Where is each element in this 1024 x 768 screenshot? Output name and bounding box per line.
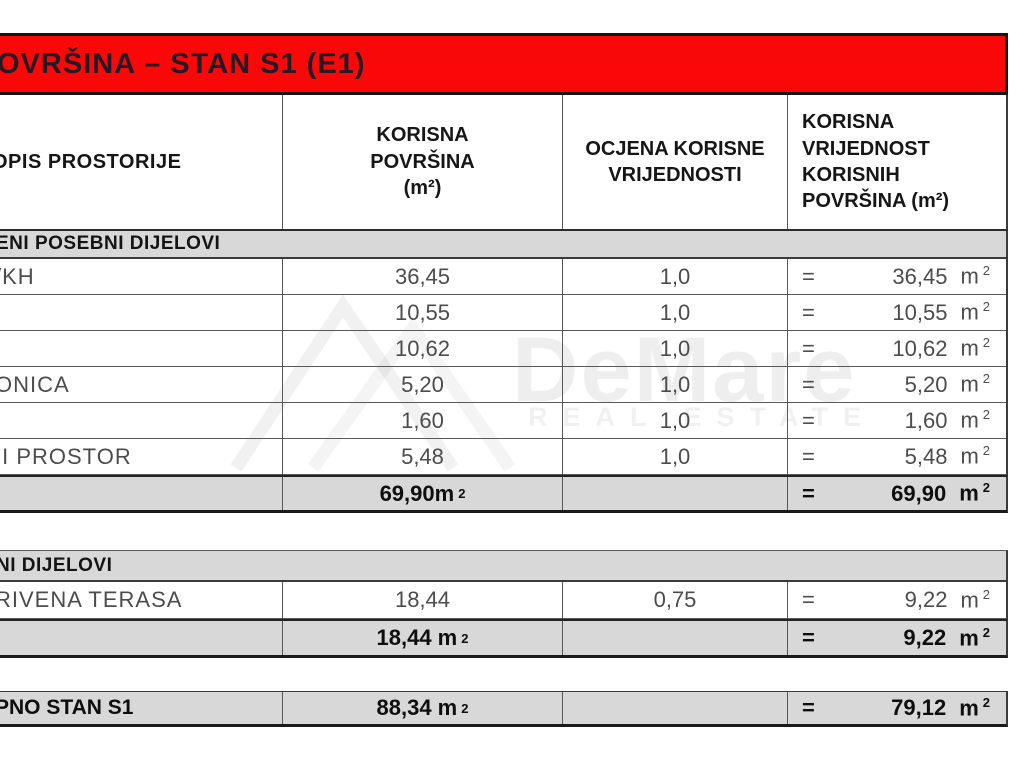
section1-title: ENI POSEBNI DIJELOVI: [0, 233, 221, 254]
title-banner: OVRŠINA – STAN S1 (E1): [0, 33, 1008, 95]
equals-sign: =: [802, 335, 815, 361]
equals-sign: =: [802, 371, 815, 397]
equals-sign: =: [802, 480, 815, 506]
header-korisna-povrsina: KORISNA POVRŠINA (m²): [283, 95, 563, 229]
equals-sign: =: [802, 443, 815, 469]
area-value: 10,62: [283, 331, 563, 366]
area-value: 36,45: [283, 259, 563, 294]
result-value: 5,48: [904, 443, 948, 469]
result-value: 10,55: [892, 299, 948, 325]
page-title: OVRŠINA – STAN S1 (E1): [0, 47, 366, 80]
factor-value: 1,0: [563, 439, 788, 474]
area-value: 5,20: [283, 367, 563, 402]
equals-sign: =: [802, 625, 815, 650]
factor-value: 1,0: [563, 367, 788, 402]
room-label: ONICA: [0, 371, 70, 397]
factor-value: 1,0: [563, 259, 788, 294]
total-result: 9,22: [903, 625, 947, 650]
area-table: OPIS PROSTORIJE KORISNA POVRŠINA (m²) OC…: [0, 95, 1008, 727]
factor-value: 0,75: [563, 582, 788, 618]
section2-header: NI DIJELOVI: [0, 550, 1008, 582]
factor-value: 1,0: [563, 295, 788, 330]
equals-sign: =: [802, 407, 815, 433]
total-area: 18,44 m: [376, 625, 458, 650]
section2-title: NI DIJELOVI: [0, 554, 113, 576]
area-value: 5,48: [283, 439, 563, 474]
header-opis-prostorije: OPIS PROSTORIJE: [0, 95, 283, 229]
room-label: II PROSTOR: [0, 443, 132, 469]
room-label: RIVENA TERASA: [0, 587, 183, 612]
area-value: 10,55: [283, 295, 563, 330]
table-row: /KH 36,45 1,0 = 36,45 m2: [0, 259, 1008, 295]
factor-value: 1,0: [563, 331, 788, 366]
area-value: 18,44: [283, 582, 563, 618]
result-value: 10,62: [892, 335, 948, 361]
grand-total-result: 79,12: [891, 695, 947, 720]
header-ocjena-korisne-vrijednosti: OCJENA KORISNE VRIJEDNOSTI: [563, 95, 788, 229]
result-value: 1,60: [904, 407, 948, 433]
result-value: 36,45: [892, 263, 948, 289]
spacer: [0, 658, 1008, 691]
result-value: 9,22: [904, 587, 948, 612]
grand-total-label: PNO STAN S1: [0, 696, 134, 719]
equals-sign: =: [802, 695, 815, 720]
room-label: /KH: [0, 263, 35, 289]
result-value: 5,20: [904, 371, 948, 397]
section1-header: ENI POSEBNI DIJELOVI: [0, 231, 1008, 259]
equals-sign: =: [802, 299, 815, 325]
equals-sign: =: [802, 587, 815, 612]
spacer: [0, 513, 1008, 550]
grand-total-area: 88,34 m: [376, 695, 458, 720]
header-korisna-vrijednost: KORISNA VRIJEDNOST KORISNIH POVRŠINA (m²…: [802, 111, 950, 213]
area-value: 1,60: [283, 403, 563, 438]
total-result: 69,90: [891, 480, 947, 506]
total-area: 69,90m: [379, 480, 455, 506]
equals-sign: =: [802, 263, 815, 289]
factor-value: 1,0: [563, 403, 788, 438]
table-header-row: OPIS PROSTORIJE KORISNA POVRŠINA (m²) OC…: [0, 95, 1008, 231]
